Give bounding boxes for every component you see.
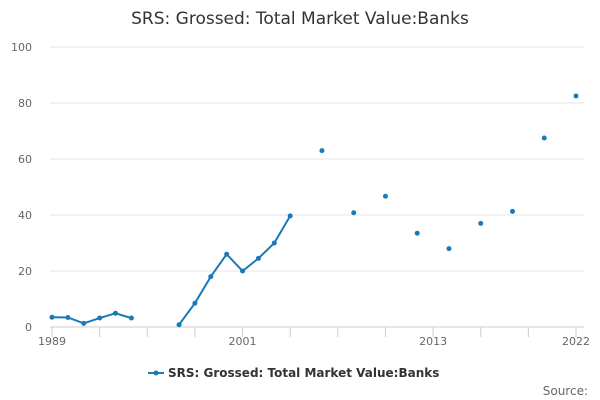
gridlines [50, 46, 584, 272]
x-tick-label: 2022 [562, 335, 590, 348]
y-tick-label: 20 [18, 265, 32, 278]
data-point[interactable] [113, 310, 119, 316]
data-point[interactable] [446, 246, 452, 252]
y-tick-label: 80 [18, 97, 32, 110]
x-tick-label: 2013 [419, 335, 447, 348]
data-point[interactable] [208, 274, 214, 280]
data-point[interactable] [192, 300, 198, 306]
data-point[interactable] [351, 210, 357, 216]
y-axis-ticks: 0 20 40 60 80 100 [11, 41, 32, 334]
series-lines [51, 215, 292, 326]
x-axis-ticks: 1989 2001 2013 2022 [38, 327, 590, 348]
y-tick-label: 60 [18, 153, 32, 166]
data-point[interactable] [49, 314, 55, 320]
data-point[interactable] [478, 220, 484, 226]
data-point[interactable] [240, 268, 246, 274]
data-point[interactable] [97, 315, 103, 321]
x-tick-label: 1989 [38, 335, 66, 348]
data-point[interactable] [414, 230, 420, 236]
series-line-segment [178, 215, 292, 326]
y-tick-label: 100 [11, 41, 32, 54]
source-label: Source: [543, 384, 588, 398]
data-point[interactable] [81, 320, 87, 326]
data-point[interactable] [573, 93, 579, 99]
data-point[interactable] [128, 315, 134, 321]
data-point[interactable] [287, 213, 293, 219]
y-tick-label: 0 [25, 321, 32, 334]
x-tick-label: 2001 [229, 335, 257, 348]
data-point[interactable] [509, 208, 515, 214]
data-point[interactable] [255, 255, 261, 261]
legend-label: SRS: Grossed: Total Market Value:Banks [168, 366, 439, 380]
series-points [49, 93, 579, 328]
data-point[interactable] [65, 314, 71, 320]
chart-title: SRS: Grossed: Total Market Value:Banks [131, 9, 469, 29]
data-point[interactable] [382, 193, 388, 199]
y-tick-label: 40 [18, 209, 32, 222]
data-point[interactable] [541, 135, 547, 141]
data-point[interactable] [176, 322, 182, 328]
data-point[interactable] [224, 251, 230, 257]
series-line-segment [51, 312, 132, 325]
data-point[interactable] [319, 148, 325, 154]
legend-marker-swatch [153, 370, 159, 376]
legend[interactable]: SRS: Grossed: Total Market Value:Banks [148, 366, 439, 380]
data-point[interactable] [271, 240, 277, 246]
